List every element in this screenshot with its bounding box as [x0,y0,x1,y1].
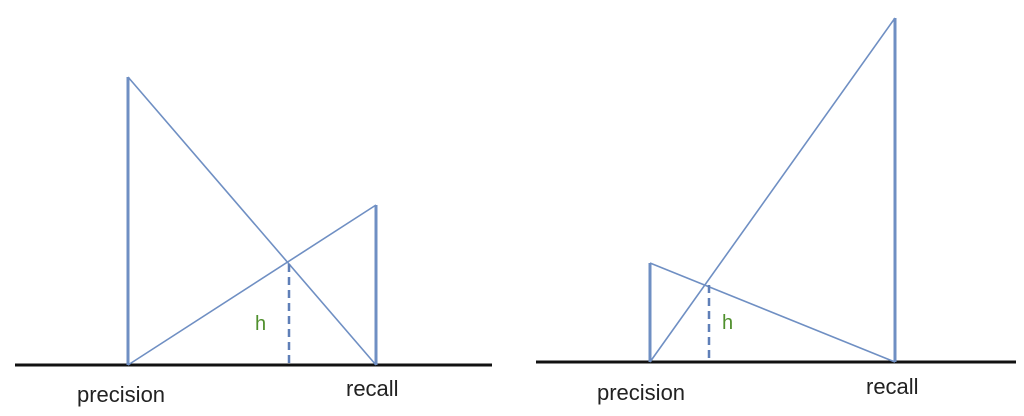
left-recall-diagonal-line [127,204,377,366]
left-precision-label: precision [77,382,165,407]
right-recall-diagonal-line [649,17,896,363]
right-precision-diagonal-line [649,262,896,363]
right-diagram: h precision recall [536,17,1016,405]
left-recall-label: recall [346,376,399,401]
left-diagram: h precision recall [15,76,492,407]
left-h-label: h [255,313,266,335]
right-recall-label: recall [866,374,919,399]
left-precision-diagonal-line [127,76,377,366]
right-precision-label: precision [597,380,685,405]
right-h-label: h [722,312,733,334]
